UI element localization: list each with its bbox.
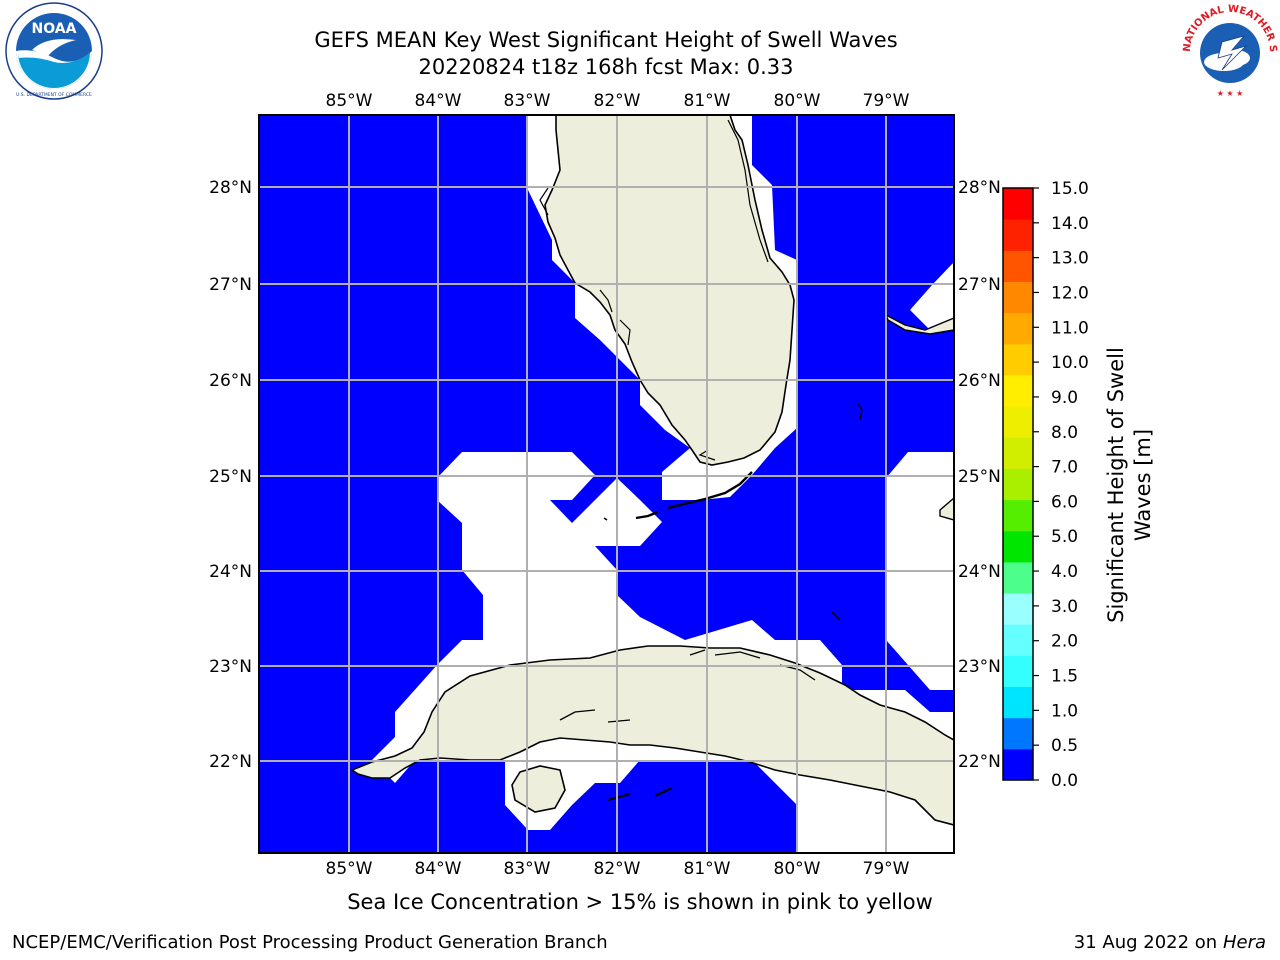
colorbar-tick-5: 3.0 [1051,597,1078,617]
florida-land [544,115,795,466]
colorbar-label: Significant Height of Swell [1104,347,1128,623]
lon-label-bottom-1: 84°W [415,859,462,879]
colorbar-segment-3 [1003,655,1033,688]
footer-date-text: 31 Aug 2022 on [1073,932,1218,953]
colorbar-segment-5 [1003,593,1033,625]
lon-label-top-2: 83°W [504,91,551,111]
lat-label-right-6: 22°N [958,752,1001,772]
colorbar-segment-13 [1003,343,1033,376]
footer-host: Hera [1222,932,1266,953]
map-subtitle: 20220824 t18z 168h fcst Max: 0.33 [418,55,794,79]
lon-label-top-5: 80°W [774,91,821,111]
lat-label-right-5: 23°N [958,657,1001,677]
lat-label-left-2: 26°N [209,371,252,391]
nws-logo-icon: NATIONAL WEATHER SERVICE ★ ★ ★ [1178,0,1278,99]
lat-label-right-0: 28°N [958,178,1001,198]
colorbar-segment-11 [1003,406,1033,438]
lat-label-right-2: 26°N [958,371,1001,391]
colorbar-tick-0: 0.0 [1051,771,1078,791]
lon-label-top-3: 82°W [594,91,641,111]
map-frame [258,114,955,854]
lat-label-left-6: 22°N [209,752,252,772]
lat-label-right-1: 27°N [958,275,1001,295]
colorbar-tick-8: 6.0 [1051,492,1078,512]
colorbar-tick-9: 7.0 [1051,458,1078,478]
colorbar-segment-4 [1003,624,1033,656]
footer-date: 31 Aug 2022 on Hera [1074,932,1266,953]
lon-label-bottom-0: 85°W [326,859,373,879]
lat-label-left-4: 24°N [209,562,252,582]
colorbar-segment-12 [1003,374,1033,407]
colorbar-tick-13: 11.0 [1051,318,1089,338]
svg-text:NOAA: NOAA [32,21,77,37]
noaa-logo-icon: NOAA U.S. DEPARTMENT OF COMMERCE [5,2,103,100]
colorbar-tick-14: 12.0 [1051,283,1089,303]
lat-label-left-5: 23°N [209,657,252,677]
colorbar-segment-15 [1003,281,1033,314]
nodata-region-bahamas [910,262,954,330]
map-gridlines [259,115,954,853]
colorbar-segment-7 [1003,530,1033,563]
colorbar-tick-3: 1.5 [1051,667,1078,687]
svg-text:U.S. DEPARTMENT OF COMMERCE: U.S. DEPARTMENT OF COMMERCE [16,92,92,98]
colorbar-segment-17 [1003,219,1033,251]
florida-keys [635,471,753,520]
colorbar-segment-2 [1003,686,1033,719]
colorbar-segment-18 [1003,188,1033,220]
colorbar-segment-1 [1003,717,1033,750]
lon-label-bottom-3: 82°W [594,859,641,879]
colorbar-tick-6: 4.0 [1051,562,1078,582]
lon-label-bottom-5: 80°W [774,859,821,879]
sea-ice-caption: Sea Ice Concentration > 15% is shown in … [347,890,933,914]
cuba-land [350,645,954,826]
colorbar-tick-12: 10.0 [1051,353,1089,373]
colorbar-segment-16 [1003,250,1033,282]
lon-label-bottom-6: 79°W [863,859,910,879]
isla-juventud-land [511,765,566,813]
colorbar-segment-9 [1003,468,1033,501]
colorbar-segment-6 [1003,561,1033,594]
colorbar-segment-0 [1003,748,1033,781]
colorbar [1002,187,1034,781]
lon-label-top-1: 84°W [415,91,462,111]
colorbar-tick-17: 15.0 [1051,179,1089,199]
lon-label-bottom-2: 83°W [504,859,551,879]
colorbar-segment-14 [1003,312,1033,345]
colorbar-label-units: Waves [m] [1131,429,1155,541]
lat-label-left-3: 25°N [209,467,252,487]
colorbar-segment-8 [1003,499,1033,532]
colorbar-tick-7: 5.0 [1051,527,1078,547]
lat-label-right-4: 24°N [958,562,1001,582]
colorbar-tick-15: 13.0 [1051,249,1089,269]
lat-label-left-0: 28°N [209,178,252,198]
colorbar-segment-10 [1003,437,1033,469]
lon-label-top-0: 85°W [326,91,373,111]
lon-label-bottom-4: 81°W [684,859,731,879]
svg-text:★ ★ ★: ★ ★ ★ [1217,89,1244,98]
footer-branch: NCEP/EMC/Verification Post Processing Pr… [12,932,608,953]
colorbar-tick-2: 1.0 [1051,701,1078,721]
colorbar-tick-10: 8.0 [1051,423,1078,443]
colorbar-tick-16: 14.0 [1051,214,1089,234]
colorbar-tick-4: 2.0 [1051,632,1078,652]
lon-label-top-4: 81°W [684,91,731,111]
lon-label-top-6: 79°W [863,91,910,111]
lat-label-left-1: 27°N [209,275,252,295]
colorbar-tick-1: 0.5 [1051,736,1078,756]
lat-label-right-3: 25°N [958,467,1001,487]
colorbar-tick-11: 9.0 [1051,388,1078,408]
map-title: GEFS MEAN Key West Significant Height of… [314,28,898,52]
